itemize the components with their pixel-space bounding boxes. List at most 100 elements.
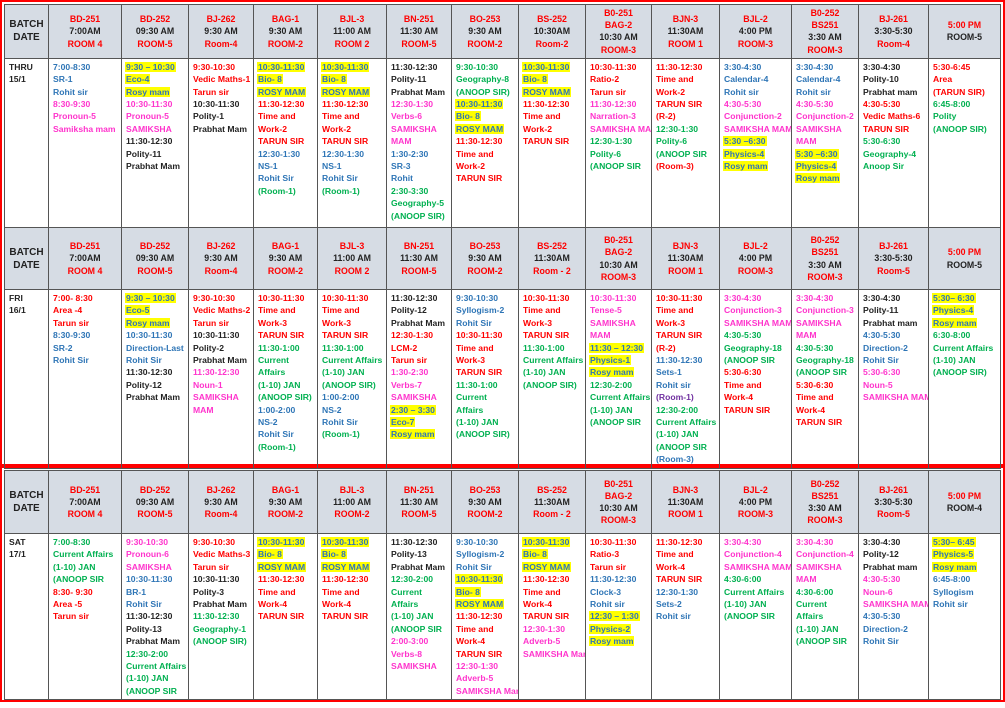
schedule-line: MAM — [390, 135, 448, 147]
schedule-text: B0-252 — [810, 478, 840, 489]
schedule-line: 09:30 AM — [125, 25, 185, 37]
schedule-line: Rohit sir — [655, 610, 716, 622]
batch-header-cell: BN-251 11:30 AM ROOM-5 — [386, 227, 452, 290]
schedule-text: SAMIKSHA MAM — [590, 123, 652, 134]
schedule-text: (ANOOP SIR — [656, 148, 707, 159]
schedule-text: ROOM 2 — [334, 265, 370, 276]
schedule-text: Time and — [456, 623, 494, 634]
schedule-line: (Room-1) — [321, 185, 383, 197]
schedule-text: (ANOOP SIR) — [933, 123, 987, 134]
schedule-line: 9:30 AM — [455, 25, 515, 37]
schedule-text: 3:30 AM — [808, 32, 842, 43]
schedule-line: ROOM 1 — [655, 265, 716, 277]
schedule-line: Polity-12 — [125, 379, 185, 391]
schedule-text: SAMIKSHA — [796, 317, 842, 328]
schedule-text: ROOM-2 — [267, 265, 304, 276]
schedule-text: ROOM-3 — [807, 271, 843, 282]
schedule-text: TARUN SIR — [796, 417, 843, 428]
schedule-text: 10:30-11:30 — [257, 537, 306, 547]
schedule-line: Physics-4 — [723, 148, 788, 160]
schedule-line: Time and — [522, 110, 582, 122]
schedule-text: NS-1 — [322, 161, 342, 172]
class-cell: 7:00-8:30 SR-1 Rohit sir 8:30-9:30 Pronoun-5… — [48, 57, 122, 231]
schedule-line: Verbs-7 — [390, 379, 448, 391]
schedule-text: TARUN SIR — [523, 611, 570, 622]
schedule-text: Rohit sir — [933, 599, 968, 610]
schedule-line: BATCH — [8, 246, 45, 259]
schedule-line: Work-4 — [723, 391, 788, 403]
schedule-line: TARUN SIR — [655, 573, 716, 585]
schedule-line: Time and — [257, 110, 314, 122]
schedule-text: BJL-2 — [743, 14, 768, 25]
schedule-line: Syllogism — [932, 586, 997, 598]
batch-header-cell: BJL-3 11:00 AM ROOM 2 — [317, 4, 387, 59]
schedule-text: THRU — [9, 61, 33, 72]
schedule-line: 09:30 AM — [125, 252, 185, 264]
schedule-text: Eco-5 — [125, 305, 151, 316]
schedule-line: ROSY MAM — [321, 561, 383, 573]
schedule-line: 11:30-12:30 — [125, 135, 185, 147]
schedule-line: Room-5 — [862, 265, 925, 277]
schedule-line: Current Affairs — [589, 391, 650, 403]
schedule-line: Clock-3 — [589, 586, 648, 598]
batch-header-cell: BJ-262 9:30 AM Room-4 — [188, 470, 254, 534]
schedule-line: 10:30-11:30 — [455, 329, 515, 341]
batch-header-cell: BJL-2 4:00 PM ROOM-3 — [719, 470, 792, 534]
batch-header-cell: BO-253 9:30 AM ROOM-2 — [451, 470, 519, 534]
class-cell: 11:30-12:30 Polity-11 Prabhat Mam 12:30-1:3… — [386, 57, 452, 231]
schedule-text: ROOM 4 — [67, 265, 103, 276]
schedule-text: Bio- 8 — [522, 74, 548, 85]
schedule-line: (ANOOP SIR — [655, 148, 716, 160]
schedule-text: BJ-262 — [206, 241, 236, 252]
schedule-line: 3:30 AM — [795, 259, 855, 271]
schedule-text: (R-2) — [656, 342, 676, 353]
schedule-text: 4:30-5:30 — [863, 611, 901, 622]
schedule-line: 11:30-12:30 — [321, 98, 383, 110]
schedule-line: (1-10) JAN — [390, 610, 448, 622]
schedule-text: Area -5 — [53, 599, 83, 610]
schedule-line: Work-3 — [522, 317, 582, 329]
schedule-text: Rosy mam — [390, 429, 436, 440]
schedule-text: Work-3 — [456, 355, 485, 366]
schedule-line: Conjunction-3 — [795, 304, 855, 316]
schedule-line: (Room-1) — [257, 185, 314, 197]
schedule-text: (ANOOP SIR) — [456, 86, 510, 97]
schedule-line: 9:30-10:30 — [455, 292, 515, 304]
batch-date-header: BATCH DATE — [4, 227, 49, 290]
schedule-line: 11:30-12:30 — [655, 61, 716, 73]
schedule-text: BAG-1 — [271, 241, 300, 252]
schedule-text: (1-10) JAN — [523, 367, 566, 378]
schedule-line: TARUN SIR — [257, 329, 314, 341]
schedule-line: Bio- 8 — [455, 586, 515, 598]
schedule-text: ROOM-3 — [737, 265, 774, 276]
schedule-line: 12:30 – 1:30 — [589, 610, 648, 622]
schedule-line: Work-4 — [321, 598, 383, 610]
schedule-text: 3:30 AM — [808, 503, 842, 513]
schedule-line: Sets-2 — [655, 598, 716, 610]
schedule-text: Work-2 — [656, 86, 685, 97]
schedule-text: ROSY MAM — [522, 86, 572, 97]
schedule-line: Affairs — [257, 366, 314, 378]
schedule-text: Bio- 8 — [455, 111, 481, 122]
schedule-text: 11:30-12:30 — [391, 293, 438, 303]
schedule-line: ROOM-2 — [257, 265, 314, 277]
schedule-line: MAM — [795, 573, 855, 585]
class-cell: 9:30-10:30 Pronoun-6 SAMIKSHA 10:30-11:30 BR… — [121, 532, 189, 701]
schedule-line: BJ-261 — [862, 240, 925, 252]
batch-header-cell: BJL-3 11:00 AM ROOM-2 — [317, 470, 387, 534]
schedule-line: Noun-5 — [862, 379, 925, 391]
schedule-text: Current — [456, 392, 488, 403]
schedule-text: 11:30-12:30 — [590, 574, 637, 585]
schedule-text: 3:30-4:30 — [796, 293, 834, 303]
schedule-line: Work-3 — [257, 317, 314, 329]
schedule-text: 1:30-2:30 — [391, 148, 429, 159]
schedule-line: (ANOOP SIR) — [522, 379, 582, 391]
schedule-text: 10:30-11:30 — [455, 99, 504, 110]
schedule-line: 11:30-12:30 — [390, 292, 448, 304]
schedule-line: Polity-6 — [655, 135, 716, 147]
schedule-line: 12:30-1:30 — [257, 148, 314, 160]
schedule-text: Current Affairs — [126, 661, 187, 672]
schedule-text: BJL-3 — [339, 484, 365, 495]
schedule-line: (ANOOP SIR — [795, 366, 855, 378]
schedule-text: 12:30-1:30 — [523, 623, 566, 634]
